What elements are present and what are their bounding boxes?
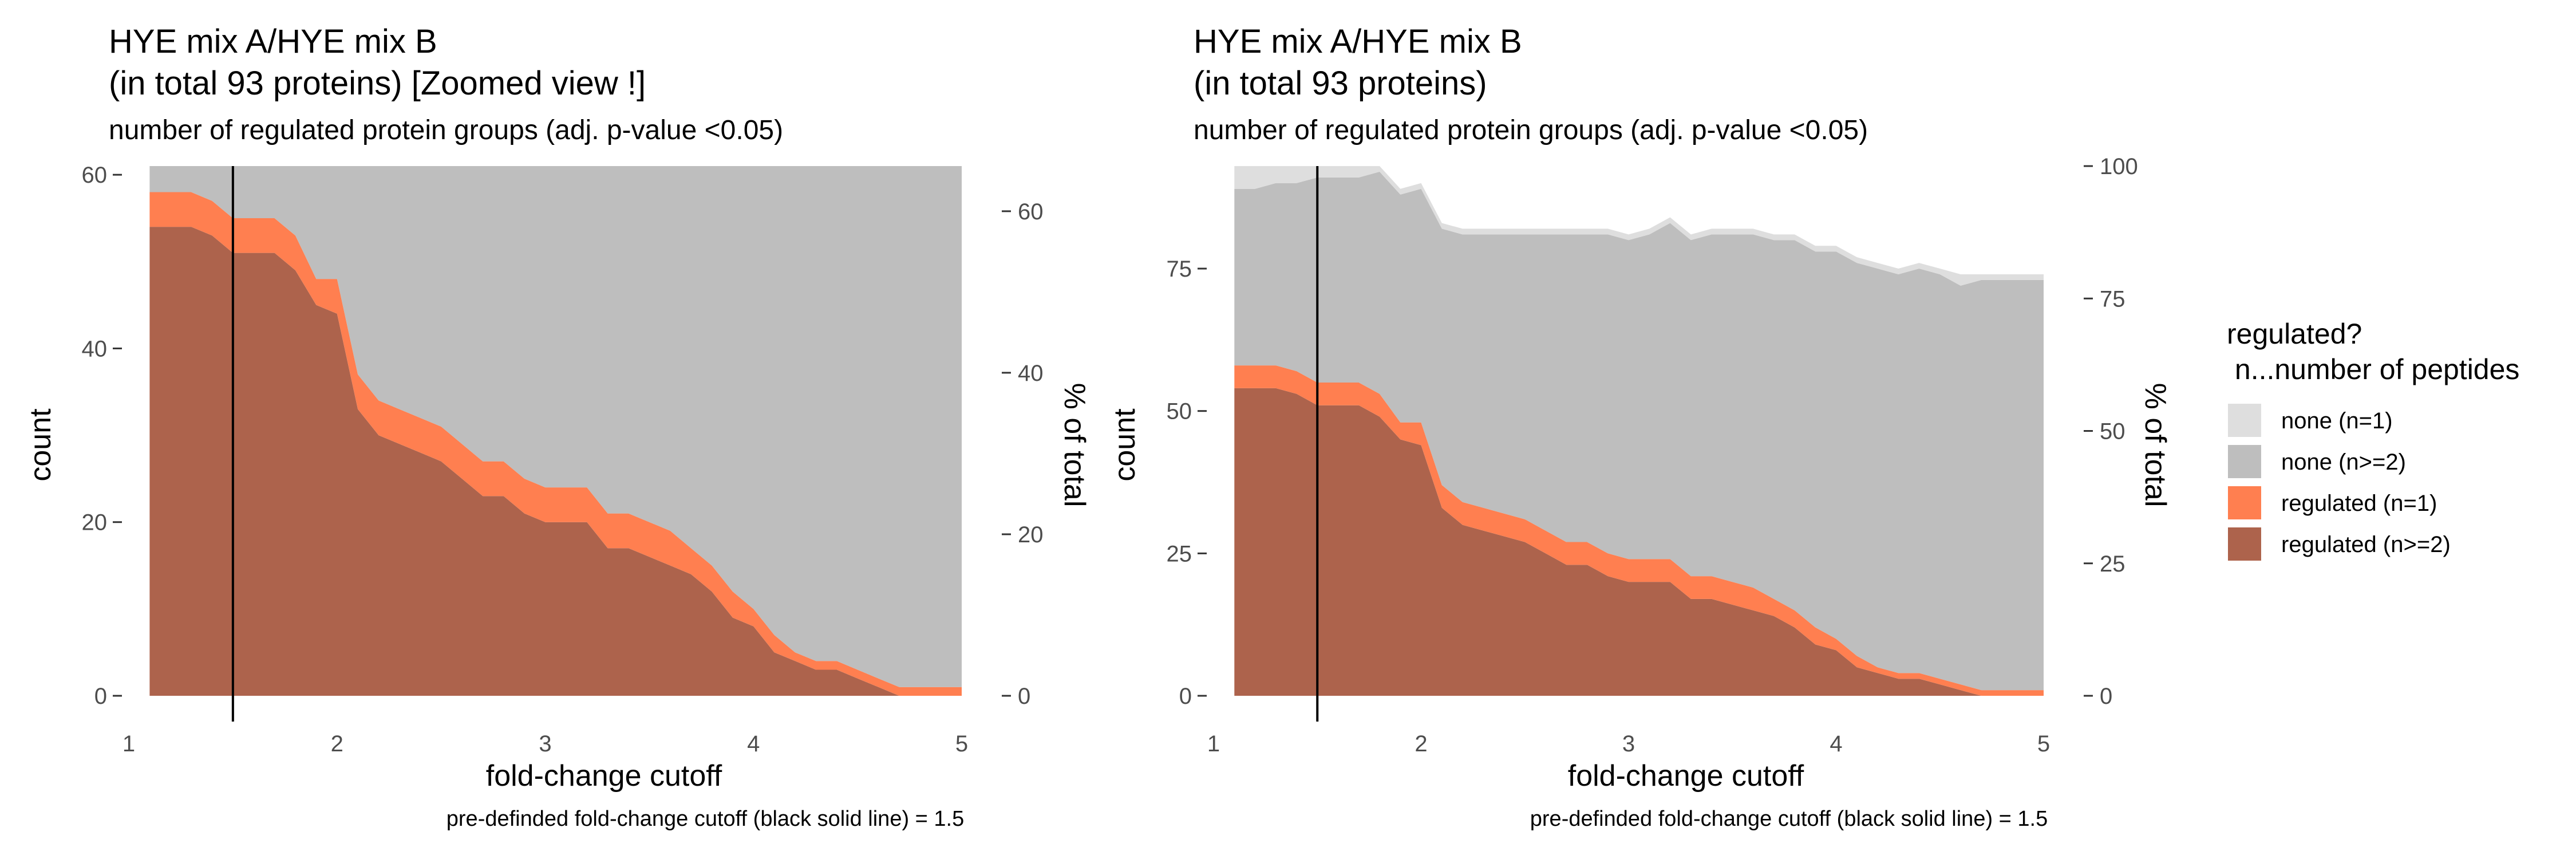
- y-right-tick-label: 0: [1018, 684, 1030, 709]
- y-right-tick-label: 50: [2100, 419, 2125, 444]
- legend: regulated? n...number of peptides none (…: [2227, 318, 2519, 561]
- y-axis-label: count: [24, 408, 57, 482]
- panel-subtitle: number of regulated protein groups (adj.…: [109, 115, 783, 145]
- legend-key: [2228, 445, 2261, 478]
- x-tick-label: 3: [1622, 731, 1635, 756]
- y-axis-right-label: % of total: [2139, 383, 2172, 507]
- x-tick-label: 5: [2037, 731, 2050, 756]
- y-tick-label: 25: [1167, 541, 1192, 566]
- legend-label: none (n=1): [2281, 408, 2393, 434]
- x-tick-label: 1: [1207, 731, 1220, 756]
- legend-title-line2: n...number of peptides: [2227, 353, 2519, 385]
- panel-subtitle: number of regulated protein groups (adj.…: [1194, 115, 1868, 145]
- y-tick-label: 75: [1167, 257, 1192, 282]
- y-right-tick-label: 75: [2100, 286, 2125, 312]
- y-right-tick-label: 20: [1018, 522, 1044, 547]
- caption: pre-definded fold-change cutoff (black s…: [447, 807, 964, 831]
- y-right-tick-label: 25: [2100, 551, 2125, 577]
- y-tick-label: 0: [94, 684, 107, 709]
- y-right-tick-label: 0: [2100, 684, 2112, 709]
- legend-label: none (n>=2): [2281, 450, 2406, 475]
- area-regulated-n-2: [1234, 388, 2044, 696]
- plot-area: 1 2 3 4 5 0 20 40 60 0 20 40 60: [82, 163, 1044, 756]
- y-tick-label: 20: [82, 510, 108, 535]
- y-right-tick-label: 100: [2100, 154, 2138, 179]
- legend-key: [2228, 404, 2261, 437]
- y-tick-label: 40: [82, 336, 108, 361]
- area-regulated-n-1: [149, 192, 962, 696]
- panel-title-line1: HYE mix A/HYE mix B: [109, 23, 437, 60]
- x-tick-label: 3: [539, 731, 551, 756]
- x-tick-label: 5: [955, 731, 968, 756]
- y-axis-label: count: [1108, 408, 1141, 482]
- x-tick-label: 2: [1415, 731, 1427, 756]
- x-tick-label: 2: [331, 731, 343, 756]
- y-axis-right-label: % of total: [1058, 383, 1091, 507]
- area-regulated-n-1: [1234, 365, 2044, 696]
- legend-title-line1: regulated?: [2227, 318, 2362, 350]
- x-tick-label: 1: [123, 731, 135, 756]
- x-tick-label: 4: [747, 731, 760, 756]
- x-tick-label: 4: [1830, 731, 1842, 756]
- panel-title-line2: (in total 93 proteins) [Zoomed view !]: [109, 65, 646, 102]
- legend-label: regulated (n>=2): [2281, 532, 2451, 557]
- legend-label: regulated (n=1): [2281, 491, 2437, 516]
- panel-zoomed: HYE mix A/HYE mix B (in total 93 protein…: [24, 23, 1091, 831]
- y-right-tick-label: 40: [1018, 361, 1044, 386]
- area-none-n-2: [149, 166, 962, 687]
- panel-title-line1: HYE mix A/HYE mix B: [1194, 23, 1522, 60]
- area-none-n-1: [1234, 166, 2044, 286]
- legend-key: [2228, 486, 2261, 519]
- y-tick-label: 50: [1167, 399, 1192, 424]
- y-right-tick-label: 60: [1018, 199, 1044, 224]
- x-axis-label: fold-change cutoff: [486, 759, 722, 793]
- y-tick-label: 0: [1179, 684, 1192, 709]
- area-regulated-n-2: [149, 227, 962, 696]
- panel-title-line2: (in total 93 proteins): [1194, 65, 1487, 102]
- area-none-n-2: [1234, 171, 2044, 691]
- y-tick-label: 60: [82, 163, 108, 188]
- legend-key: [2228, 527, 2261, 561]
- caption: pre-definded fold-change cutoff (black s…: [1530, 807, 2048, 831]
- x-axis-label: fold-change cutoff: [1568, 759, 1804, 793]
- panel-full: HYE mix A/HYE mix B (in total 93 protein…: [1108, 23, 2172, 831]
